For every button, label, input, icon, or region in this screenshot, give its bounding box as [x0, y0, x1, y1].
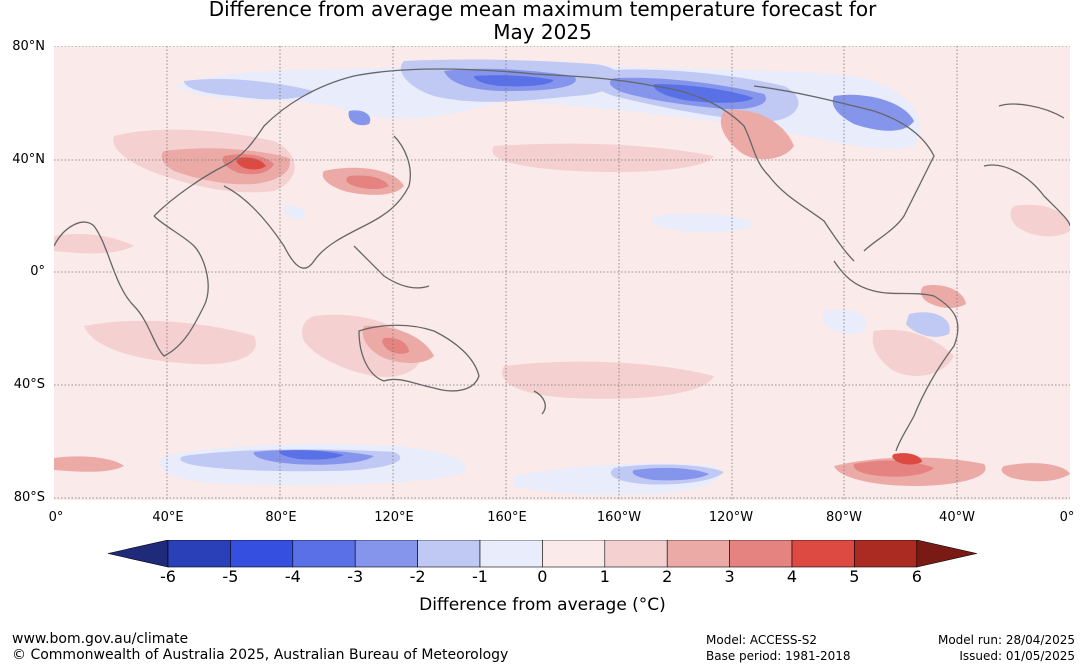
title-line-2: May 2025 [493, 20, 592, 44]
colorbar-tick-label: 4 [786, 567, 798, 586]
colorbar-arrow-high [916, 540, 977, 568]
colorbar-tick-label: 6 [911, 567, 922, 586]
colorbar-tick-label: 1 [599, 567, 610, 586]
lat-label-80s: 80°S [13, 490, 45, 505]
colorbar-cell [417, 540, 481, 568]
lon-label-0-right: 0° [1059, 510, 1075, 525]
lon-label-160w: 160°W [596, 510, 642, 525]
colorbar-cells [108, 540, 977, 568]
colorbar-cell [292, 540, 356, 568]
colorbar-tick-label: -2 [409, 567, 426, 586]
colorbar-tick-label: -4 [284, 567, 301, 586]
colorbar-cell [604, 540, 668, 568]
lon-label-40w: 40°W [939, 510, 975, 525]
model-name: Model: ACCESS-S2 [706, 633, 818, 647]
title-line-1: Difference from average mean maximum tem… [208, 0, 877, 21]
colorbar-cell [791, 540, 855, 568]
colorbar-cell [542, 540, 606, 568]
colorbar-cell [479, 540, 543, 568]
colorbar [108, 540, 977, 568]
base-period: Base period: 1981-2018 [706, 649, 851, 663]
lat-label-40n: 40°N [12, 152, 45, 167]
colorbar-tick-label: -3 [347, 567, 364, 586]
forecast-map [54, 46, 1070, 500]
lon-label-80e: 80°E [265, 510, 297, 525]
colorbar-cell [230, 540, 294, 568]
lat-label-80n: 80°N [12, 39, 45, 54]
colorbar-tick-label: -5 [222, 567, 239, 586]
lon-label-0-left: 0° [48, 510, 64, 525]
colorbar-cell [854, 540, 918, 568]
lon-label-80w: 80°W [826, 510, 862, 525]
colorbar-tick-label: 0 [537, 567, 548, 586]
colorbar-cell [167, 540, 231, 568]
lon-label-120e: 120°E [374, 510, 414, 525]
cold-anomaly-south [159, 444, 724, 495]
map-canvas [54, 46, 1070, 500]
model-run-date: Model run: 28/04/2025 [937, 633, 1075, 647]
coastlines [54, 68, 1070, 452]
lon-label-160e: 160°E [487, 510, 527, 525]
warm-anomaly-north [54, 110, 1070, 254]
colorbar-cell [666, 540, 730, 568]
website-link[interactable]: www.bom.gov.au/climate [12, 631, 189, 647]
colorbar-arrow-low [108, 540, 169, 568]
colorbar-tick-label: 5 [849, 567, 860, 586]
graticule [54, 46, 1070, 500]
issued-date: Issued: 01/05/2025 [959, 649, 1075, 663]
colorbar-tick-label: -1 [472, 567, 488, 586]
lat-label-40s: 40°S [13, 377, 45, 392]
colorbar-cell [354, 540, 418, 568]
warm-anomaly-south [54, 285, 1070, 486]
cool-anomaly-tropics [283, 205, 950, 337]
colorbar-cell [729, 540, 793, 568]
copyright-text: © Commonwealth of Australia 2025, Austra… [12, 647, 509, 663]
lon-label-40e: 40°E [152, 510, 184, 525]
colorbar-tick-label: 3 [724, 567, 735, 586]
lat-label-equator: 0° [30, 264, 45, 279]
colorbar-label: Difference from average (°C) [419, 595, 666, 615]
map-title: Difference from average mean maximum tem… [0, 0, 1085, 44]
colorbar-tick-label: 2 [662, 567, 673, 586]
lon-label-120w: 120°W [708, 510, 754, 525]
colorbar-tick-label: -6 [160, 567, 176, 586]
